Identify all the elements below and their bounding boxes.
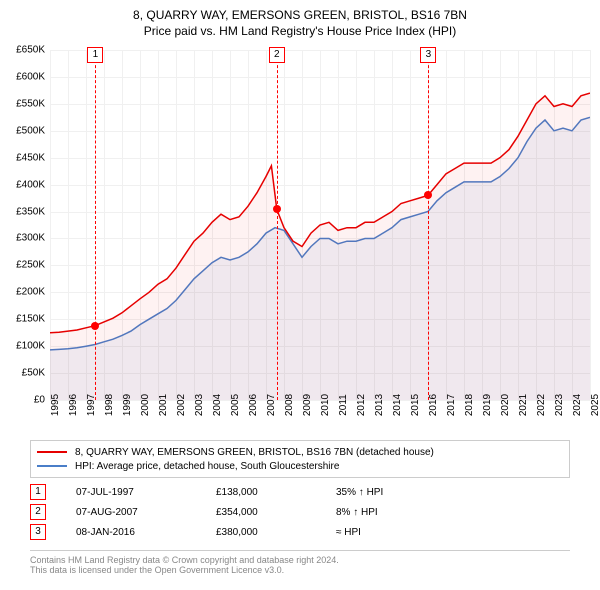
x-tick-label: 2023 — [554, 394, 565, 416]
title-address: 8, QUARRY WAY, EMERSONS GREEN, BRISTOL, … — [0, 8, 600, 22]
x-tick-label: 2019 — [482, 394, 493, 416]
row-date: 07-JUL-1997 — [76, 487, 216, 498]
x-tick-label: 2006 — [248, 394, 259, 416]
x-tick-label: 2020 — [500, 394, 511, 416]
footer-line: This data is licensed under the Open Gov… — [30, 565, 570, 575]
x-tick-label: 2000 — [140, 394, 151, 416]
x-tick-label: 2021 — [518, 394, 529, 416]
row-marker-num: 1 — [30, 484, 46, 500]
legend-label: HPI: Average price, detached house, Sout… — [75, 461, 339, 472]
x-tick-label: 2003 — [194, 394, 205, 416]
legend-swatch — [37, 451, 67, 453]
marker-box: 3 — [420, 47, 436, 63]
legend-item-hpi: HPI: Average price, detached house, Sout… — [37, 459, 563, 473]
page: 8, QUARRY WAY, EMERSONS GREEN, BRISTOL, … — [0, 0, 600, 590]
x-tick-label: 2022 — [536, 394, 547, 416]
chart-titles: 8, QUARRY WAY, EMERSONS GREEN, BRISTOL, … — [0, 0, 600, 38]
x-tick-label: 1995 — [50, 394, 61, 416]
x-tick-label: 2014 — [392, 394, 403, 416]
y-tick-label: £350K — [16, 206, 45, 217]
y-tick-label: £50K — [22, 368, 45, 379]
table-row: 3 08-JAN-2016£380,000≈ HPI — [30, 522, 570, 542]
marker-dot — [91, 322, 99, 330]
y-tick-label: £450K — [16, 152, 45, 163]
row-pct: 8% ↑ HPI — [336, 507, 456, 518]
x-tick-label: 1999 — [122, 394, 133, 416]
x-tick-label: 2011 — [338, 394, 349, 416]
chart-area: 123 £0£50K£100K£150K£200K£250K£300K£350K… — [50, 50, 590, 400]
y-tick-label: £300K — [16, 233, 45, 244]
legend-label: 8, QUARRY WAY, EMERSONS GREEN, BRISTOL, … — [75, 447, 434, 458]
x-tick-label: 2013 — [374, 394, 385, 416]
x-tick-label: 2012 — [356, 394, 367, 416]
y-tick-label: £500K — [16, 125, 45, 136]
x-tick-label: 2002 — [176, 394, 187, 416]
x-tick-label: 2004 — [212, 394, 223, 416]
title-subtitle: Price paid vs. HM Land Registry's House … — [0, 24, 600, 38]
row-marker-num: 2 — [30, 504, 46, 520]
y-tick-label: £0 — [34, 395, 45, 406]
x-tick-label: 2008 — [284, 394, 295, 416]
y-tick-label: £400K — [16, 179, 45, 190]
x-tick-label: 2009 — [302, 394, 313, 416]
x-tick-label: 2007 — [266, 394, 277, 416]
row-marker-num: 3 — [30, 524, 46, 540]
y-tick-label: £100K — [16, 341, 45, 352]
footer: Contains HM Land Registry data © Crown c… — [30, 550, 570, 575]
x-tick-label: 2005 — [230, 394, 241, 416]
y-tick-label: £150K — [16, 314, 45, 325]
x-tick-label: 2024 — [572, 394, 583, 416]
y-tick-label: £250K — [16, 260, 45, 271]
y-tick-label: £650K — [16, 45, 45, 56]
x-tick-label: 2025 — [590, 394, 600, 416]
y-tick-label: £200K — [16, 287, 45, 298]
x-tick-label: 2015 — [410, 394, 421, 416]
marker-dot — [424, 191, 432, 199]
x-tick-label: 1998 — [104, 394, 115, 416]
legend: 8, QUARRY WAY, EMERSONS GREEN, BRISTOL, … — [30, 440, 570, 478]
row-price: £354,000 — [216, 507, 336, 518]
x-tick-label: 2018 — [464, 394, 475, 416]
row-pct: ≈ HPI — [336, 527, 456, 538]
table-row: 2 07-AUG-2007£354,0008% ↑ HPI — [30, 502, 570, 522]
plot-svg — [50, 50, 590, 400]
x-tick-label: 2017 — [446, 394, 457, 416]
row-price: £138,000 — [216, 487, 336, 498]
row-date: 08-JAN-2016 — [76, 527, 216, 538]
sales-table: 1 07-JUL-1997£138,00035% ↑ HPI 2 07-AUG-200… — [30, 482, 570, 542]
row-price: £380,000 — [216, 527, 336, 538]
row-pct: 35% ↑ HPI — [336, 487, 456, 498]
x-tick-label: 2001 — [158, 394, 169, 416]
x-tick-label: 1997 — [86, 394, 97, 416]
x-tick-label: 1996 — [68, 394, 79, 416]
marker-box: 1 — [87, 47, 103, 63]
marker-dot — [273, 205, 281, 213]
y-tick-label: £550K — [16, 98, 45, 109]
marker-box: 2 — [269, 47, 285, 63]
legend-swatch — [37, 465, 67, 467]
x-tick-label: 2016 — [428, 394, 439, 416]
legend-item-property: 8, QUARRY WAY, EMERSONS GREEN, BRISTOL, … — [37, 445, 563, 459]
row-date: 07-AUG-2007 — [76, 507, 216, 518]
x-tick-label: 2010 — [320, 394, 331, 416]
footer-line: Contains HM Land Registry data © Crown c… — [30, 555, 570, 565]
table-row: 1 07-JUL-1997£138,00035% ↑ HPI — [30, 482, 570, 502]
y-tick-label: £600K — [16, 71, 45, 82]
